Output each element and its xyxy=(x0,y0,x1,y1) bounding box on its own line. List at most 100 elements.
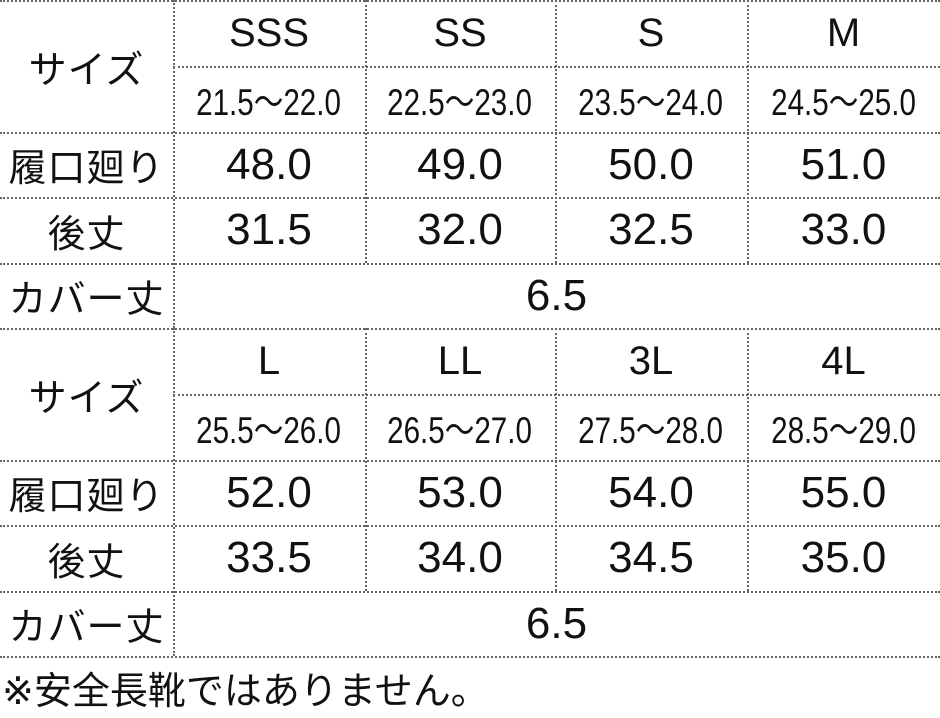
size-label-text: サイズ xyxy=(28,47,145,92)
row-divider xyxy=(0,328,940,330)
size-label-text: サイズ xyxy=(28,375,145,420)
size-range-text: 21.5～22.0 xyxy=(196,82,342,123)
opening-label: 履口廻り xyxy=(0,132,173,197)
row-divider xyxy=(0,0,940,2)
size-name-text: SS xyxy=(433,10,487,55)
cover-height-value: 6.5 xyxy=(173,591,940,656)
size-name: 3L xyxy=(555,328,747,394)
opening-value: 48.0 xyxy=(173,132,365,197)
size-range-text: 26.5～27.0 xyxy=(387,410,533,451)
column-divider xyxy=(173,0,175,328)
row-divider xyxy=(0,132,940,134)
cover-height-label-text: カバー丈 xyxy=(8,277,165,321)
back-height-value: 35.0 xyxy=(747,525,940,591)
size-name-text: S xyxy=(637,10,665,55)
opening-value-text: 54.0 xyxy=(608,467,694,517)
back-height-value: 34.0 xyxy=(365,525,555,591)
size-name: M xyxy=(747,0,940,66)
cover-height-label: カバー丈 xyxy=(0,263,173,328)
size-name-text: LL xyxy=(437,338,483,383)
cover-height-label: カバー丈 xyxy=(0,591,173,656)
opening-label-text: 履口廻り xyxy=(8,146,165,190)
size-name: SSS xyxy=(173,0,365,66)
size-label: サイズ xyxy=(0,0,173,132)
column-divider xyxy=(173,328,175,656)
back-height-label-text: 後丈 xyxy=(47,211,126,256)
back-height-value: 33.5 xyxy=(173,525,365,591)
opening-value: 51.0 xyxy=(747,132,940,197)
back-height-value: 32.0 xyxy=(365,197,555,263)
back-height-value-text: 31.5 xyxy=(226,205,312,254)
opening-value: 50.0 xyxy=(555,132,747,197)
opening-value-text: 55.0 xyxy=(800,467,887,517)
cover-height-value-text: 6.5 xyxy=(525,270,588,320)
opening-value-text: 48.0 xyxy=(226,139,312,189)
back-height-label-text: 後丈 xyxy=(47,539,126,584)
size-range: 28.5～29.0 xyxy=(747,394,940,460)
back-height-value: 32.5 xyxy=(555,197,747,263)
size-name: S xyxy=(555,0,747,66)
row-divider xyxy=(0,656,940,658)
size-range-text: 24.5～25.0 xyxy=(771,82,916,123)
opening-value: 52.0 xyxy=(173,460,365,525)
size-range-text: 23.5～24.0 xyxy=(578,82,724,123)
opening-value: 49.0 xyxy=(365,132,555,197)
cover-height-value: 6.5 xyxy=(173,263,940,328)
column-divider xyxy=(747,328,749,591)
opening-value-text: 51.0 xyxy=(800,139,887,189)
size-name-text: 3L xyxy=(628,338,674,383)
size-range: 27.5～28.0 xyxy=(555,394,747,460)
size-label: サイズ xyxy=(0,328,173,460)
back-height-value-text: 33.5 xyxy=(226,533,312,582)
cover-height-label-text: カバー丈 xyxy=(8,605,165,649)
column-divider xyxy=(365,0,367,263)
size-range-text: 28.5～29.0 xyxy=(771,410,916,451)
back-height-value-text: 32.0 xyxy=(417,205,503,254)
size-range-text: 25.5～26.0 xyxy=(196,410,342,451)
column-divider xyxy=(555,328,557,591)
size-range: 26.5～27.0 xyxy=(365,394,555,460)
opening-value: 55.0 xyxy=(747,460,940,525)
size-range: 24.5～25.0 xyxy=(747,66,940,132)
back-height-value-text: 34.5 xyxy=(608,533,694,582)
size-name: 4L xyxy=(747,328,940,394)
size-name: LL xyxy=(365,328,555,394)
size-name-text: SSS xyxy=(228,10,310,55)
opening-label-text: 履口廻り xyxy=(8,474,165,518)
opening-value-text: 49.0 xyxy=(417,139,503,189)
row-divider xyxy=(0,263,940,265)
opening-value-text: 53.0 xyxy=(417,467,503,517)
back-height-label: 後丈 xyxy=(0,525,173,591)
row-divider xyxy=(0,591,940,593)
size-range: 21.5～22.0 xyxy=(173,66,365,132)
size-range: 22.5～23.0 xyxy=(365,66,555,132)
back-height-value: 34.5 xyxy=(555,525,747,591)
opening-value: 53.0 xyxy=(365,460,555,525)
size-name-text: L xyxy=(257,338,281,383)
size-name-text: M xyxy=(826,10,861,55)
cover-height-value-text: 6.5 xyxy=(525,598,588,648)
back-height-value-text: 34.0 xyxy=(417,533,503,582)
back-height-value: 33.0 xyxy=(747,197,940,263)
column-divider xyxy=(747,0,749,263)
size-range: 23.5～24.0 xyxy=(555,66,747,132)
row-divider xyxy=(0,460,940,462)
back-height-value-text: 32.5 xyxy=(608,205,694,254)
column-divider xyxy=(555,0,557,263)
footnote: ※安全長靴ではありません。 xyxy=(2,669,489,713)
opening-value-text: 50.0 xyxy=(608,139,694,189)
size-range-text: 27.5～28.0 xyxy=(578,410,724,451)
back-height-label: 後丈 xyxy=(0,197,173,263)
opening-value: 54.0 xyxy=(555,460,747,525)
column-divider xyxy=(365,328,367,591)
row-divider xyxy=(0,197,940,199)
back-height-value-text: 35.0 xyxy=(800,533,887,582)
row-divider xyxy=(0,525,940,527)
opening-label: 履口廻り xyxy=(0,460,173,525)
size-range-text: 22.5～23.0 xyxy=(387,82,533,123)
size-name: L xyxy=(173,328,365,394)
opening-value-text: 52.0 xyxy=(226,467,312,517)
size-name: SS xyxy=(365,0,555,66)
back-height-value: 31.5 xyxy=(173,197,365,263)
back-height-value-text: 33.0 xyxy=(800,205,887,254)
